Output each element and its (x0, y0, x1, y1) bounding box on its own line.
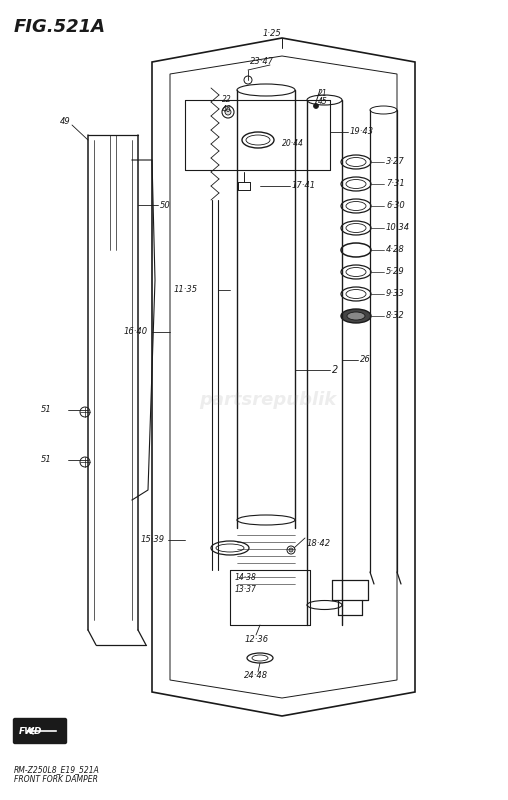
Ellipse shape (347, 312, 365, 320)
Text: 51: 51 (41, 406, 52, 414)
Text: partsrepublik: partsrepublik (199, 391, 337, 409)
Text: 46: 46 (222, 105, 232, 114)
Text: 6·30: 6·30 (386, 202, 405, 210)
Text: 13·37: 13·37 (235, 586, 257, 594)
Text: 2: 2 (332, 365, 338, 375)
Text: RM-Z250L8_E19_521A: RM-Z250L8_E19_521A (14, 766, 100, 774)
Text: 51: 51 (41, 455, 52, 465)
Text: 5·29: 5·29 (386, 267, 405, 277)
Text: 1·25: 1·25 (263, 30, 281, 38)
Text: 22: 22 (222, 95, 232, 105)
Text: 20·44: 20·44 (282, 138, 304, 147)
Text: 49: 49 (60, 118, 71, 126)
Text: 17·41: 17·41 (292, 182, 316, 190)
Text: FIG.521A: FIG.521A (14, 18, 106, 36)
Text: 19·43: 19·43 (350, 127, 374, 137)
Text: 23·47: 23·47 (250, 58, 274, 66)
Text: 50: 50 (160, 201, 171, 210)
Text: 15·39: 15·39 (141, 535, 165, 545)
FancyBboxPatch shape (14, 718, 67, 743)
Text: 18·42: 18·42 (307, 539, 331, 549)
Text: FWD: FWD (19, 726, 43, 735)
Text: 11·35: 11·35 (174, 286, 198, 294)
Text: 9·33: 9·33 (386, 290, 405, 298)
Text: 8·32: 8·32 (386, 311, 405, 321)
Text: 21: 21 (318, 90, 328, 98)
Circle shape (289, 548, 293, 552)
Circle shape (225, 109, 231, 115)
Text: 7·31: 7·31 (386, 179, 405, 189)
Text: FRONT FORK DAMPER: FRONT FORK DAMPER (14, 775, 98, 785)
Text: 24·48: 24·48 (244, 671, 268, 681)
Text: 16·40: 16·40 (124, 327, 148, 337)
Ellipse shape (341, 309, 371, 323)
Text: 3·27: 3·27 (386, 158, 405, 166)
Text: 26: 26 (360, 355, 371, 365)
Text: 14·38: 14·38 (235, 574, 257, 582)
Text: 4·28: 4·28 (386, 246, 405, 254)
Text: 12·36: 12·36 (245, 635, 269, 645)
Text: 45: 45 (318, 98, 328, 106)
Circle shape (313, 103, 319, 109)
Text: 10·34: 10·34 (386, 223, 410, 233)
